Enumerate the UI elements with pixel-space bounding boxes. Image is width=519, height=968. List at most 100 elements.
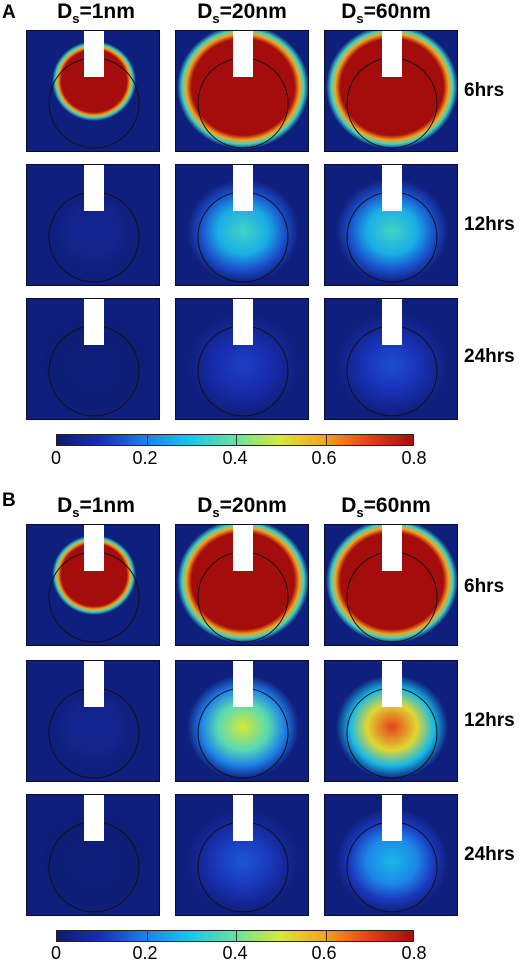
heatmap-svg (176, 525, 308, 645)
panel-letter-b: B (2, 490, 16, 511)
heatmap-b-24hrs-1nm (26, 794, 160, 916)
heatmap-b-24hrs-60nm (324, 794, 458, 916)
probe-rectangle (84, 165, 104, 211)
row-label-b-24hrs: 24hrs (464, 844, 515, 865)
colorbar-tick-mark (146, 930, 148, 942)
colorbar-b (56, 930, 414, 942)
heatmap-svg (27, 165, 159, 285)
probe-rectangle (233, 299, 253, 345)
heatmap-svg (176, 299, 308, 419)
colorbar-a-tick-1: 0.2 (132, 448, 158, 468)
concentration-region (38, 675, 150, 779)
concentration-region (326, 31, 457, 149)
concentration-region (336, 313, 448, 417)
concentration-region (326, 525, 457, 643)
heatmap-a-24hrs-20nm (175, 298, 309, 420)
probe-rectangle (84, 795, 104, 841)
concentration-region (38, 809, 150, 913)
colorbar-tick-mark (236, 930, 237, 942)
probe-rectangle (382, 795, 402, 841)
probe-rectangle (382, 165, 402, 211)
row-label-a-6hrs: 6hrs (464, 80, 505, 101)
column-title-a-1: Ds=1nm (57, 0, 135, 27)
heatmap-svg (325, 795, 457, 915)
probe-rectangle (233, 31, 253, 77)
colorbar-a-tick-4: 0.8 (401, 448, 427, 468)
column-title-a-3: Ds=60nm (341, 0, 431, 27)
probe-rectangle (382, 31, 402, 77)
concentration-region (336, 675, 448, 779)
heatmap-svg (176, 661, 308, 781)
heatmap-svg (176, 165, 308, 285)
heatmap-a-12hrs-1nm (26, 164, 160, 286)
probe-rectangle (233, 795, 253, 841)
probe-rectangle (382, 525, 402, 571)
heatmap-b-6hrs-20nm (175, 524, 309, 646)
colorbar-tick-mark (325, 930, 327, 942)
row-label-a-12hrs: 12hrs (464, 214, 515, 235)
probe-rectangle (84, 299, 104, 345)
probe-rectangle (233, 525, 253, 571)
heatmap-b-6hrs-1nm (26, 524, 160, 646)
heatmap-a-24hrs-60nm (324, 298, 458, 420)
column-title-b-3: Ds=60nm (341, 494, 431, 521)
panel-letter-a: A (2, 2, 16, 23)
colorbar-tick-mark (146, 434, 148, 446)
probe-rectangle (233, 661, 253, 707)
heatmap-a-6hrs-60nm (324, 30, 458, 152)
colorbar-a-tick-0: 0 (50, 448, 62, 468)
concentration-region (336, 809, 448, 913)
column-title-b-2: Ds=20nm (197, 494, 287, 521)
heatmap-svg (176, 795, 308, 915)
concentration-region (187, 179, 299, 283)
heatmap-svg (176, 31, 308, 151)
row-label-b-6hrs: 6hrs (464, 576, 505, 597)
heatmap-a-12hrs-20nm (175, 164, 309, 286)
colorbar-b-tick-4: 0.8 (401, 943, 427, 963)
concentration-region (336, 179, 448, 283)
probe-rectangle (84, 525, 104, 571)
colorbar-a (56, 434, 414, 446)
heatmap-a-24hrs-1nm (26, 298, 160, 420)
colorbar-b-tick-2: 0.4 (222, 943, 248, 963)
heatmap-a-6hrs-20nm (175, 30, 309, 152)
colorbar-b-tick-3: 0.6 (311, 943, 337, 963)
concentration-region (52, 41, 136, 121)
heatmap-svg (27, 31, 159, 151)
colorbar-a-tick-2: 0.4 (222, 448, 248, 468)
colorbar-b-tick-1: 0.2 (132, 943, 158, 963)
concentration-region (38, 313, 150, 417)
column-title-a-2: Ds=20nm (197, 0, 287, 27)
heatmap-svg (27, 299, 159, 419)
colorbar-tick-mark (325, 434, 327, 446)
probe-rectangle (84, 661, 104, 707)
column-title-b-1: Ds=1nm (57, 494, 135, 521)
heatmap-svg (325, 299, 457, 419)
heatmap-svg (325, 661, 457, 781)
concentration-region (52, 535, 136, 615)
row-label-b-12hrs: 12hrs (464, 710, 515, 731)
colorbar-tick-mark (236, 434, 237, 446)
probe-rectangle (84, 31, 104, 77)
heatmap-svg (325, 525, 457, 645)
heatmap-svg (27, 525, 159, 645)
concentration-region (187, 675, 299, 779)
heatmap-b-6hrs-60nm (324, 524, 458, 646)
colorbar-b-tick-0: 0 (50, 943, 62, 963)
heatmap-b-12hrs-20nm (175, 660, 309, 782)
concentration-region (187, 809, 299, 913)
heatmap-svg (325, 31, 457, 151)
concentration-region (38, 179, 150, 283)
heatmap-a-12hrs-60nm (324, 164, 458, 286)
probe-rectangle (233, 165, 253, 211)
heatmap-b-12hrs-1nm (26, 660, 160, 782)
probe-rectangle (382, 661, 402, 707)
concentration-region (177, 31, 308, 149)
heatmap-b-12hrs-60nm (324, 660, 458, 782)
row-label-a-24hrs: 24hrs (464, 346, 515, 367)
heatmap-svg (27, 795, 159, 915)
heatmap-b-24hrs-20nm (175, 794, 309, 916)
colorbar-a-tick-3: 0.6 (311, 448, 337, 468)
heatmap-svg (325, 165, 457, 285)
concentration-region (187, 313, 299, 417)
